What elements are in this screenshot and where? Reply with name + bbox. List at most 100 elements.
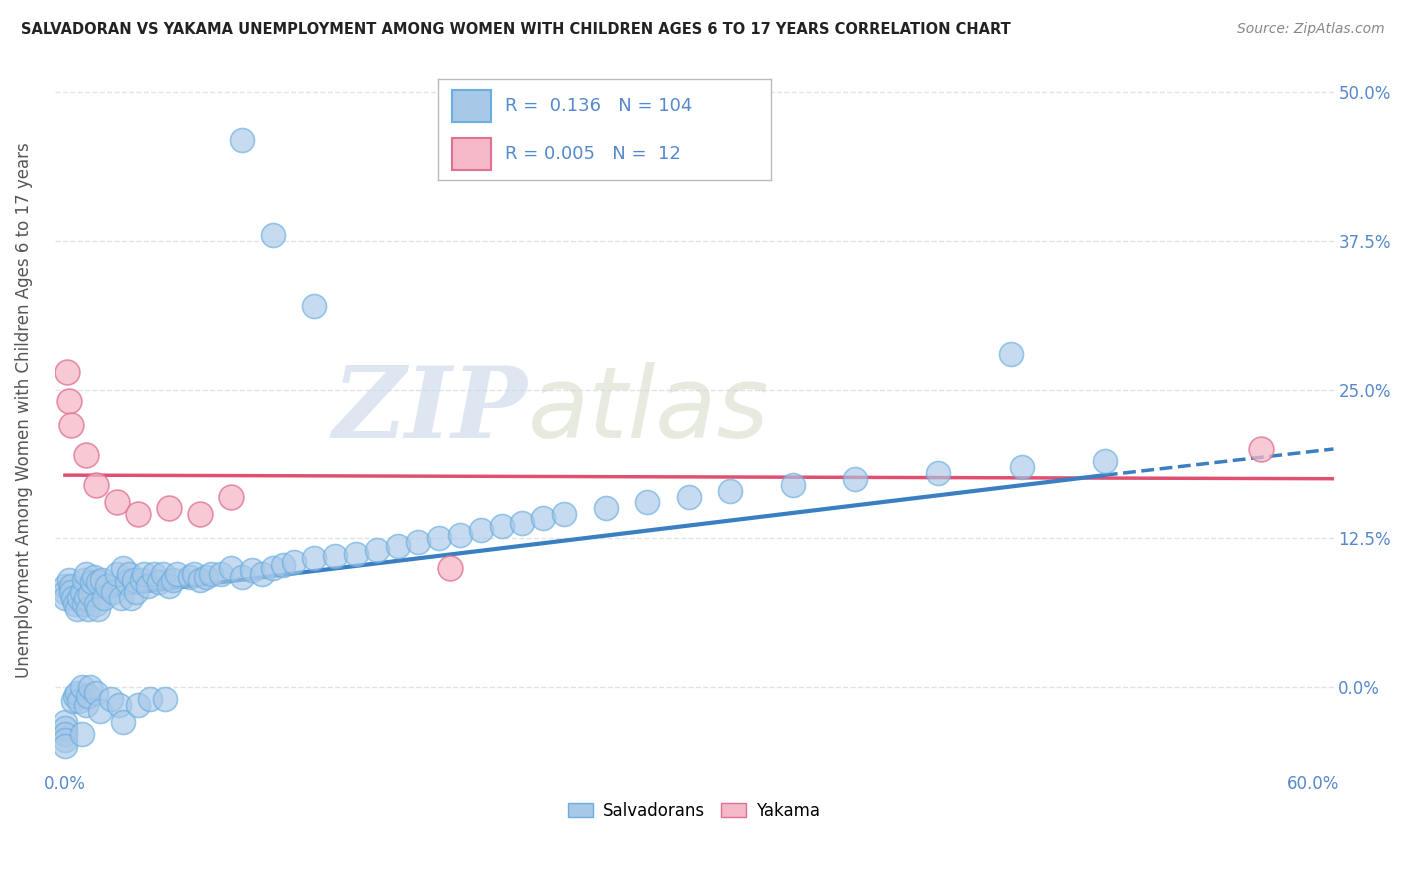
Point: [408, 534, 430, 549]
Point: [58, 394, 80, 409]
Point: [166, 566, 188, 581]
Point: [96, 579, 118, 593]
Point: [69, 694, 91, 708]
Point: [271, 558, 294, 573]
Point: [56, 365, 79, 379]
Text: SALVADORAN VS YAKAMA UNEMPLOYMENT AMONG WOMEN WITH CHILDREN AGES 6 TO 17 YEARS C: SALVADORAN VS YAKAMA UNEMPLOYMENT AMONG …: [21, 22, 1011, 37]
Point: [136, 579, 159, 593]
Point: [105, 495, 128, 509]
Point: [65, 597, 87, 611]
Point: [491, 519, 513, 533]
Y-axis label: Unemployment Among Women with Children Ages 6 to 17 years: Unemployment Among Women with Children A…: [15, 143, 32, 678]
Point: [84, 686, 107, 700]
Point: [53, 722, 76, 736]
Point: [62, 591, 84, 605]
Point: [53, 715, 76, 730]
Point: [678, 490, 700, 504]
Legend: Salvadorans, Yakama: Salvadorans, Yakama: [561, 795, 827, 826]
Point: [69, 591, 91, 605]
Point: [221, 490, 243, 504]
Point: [87, 575, 110, 590]
Point: [118, 566, 141, 581]
Point: [188, 508, 211, 522]
Point: [70, 584, 93, 599]
Text: atlas: atlas: [527, 362, 769, 458]
Point: [512, 516, 534, 530]
Point: [84, 477, 107, 491]
Point: [75, 448, 97, 462]
Point: [66, 686, 89, 700]
Point: [531, 511, 554, 525]
Point: [231, 133, 253, 147]
Point: [70, 680, 93, 694]
Point: [110, 591, 132, 605]
Point: [89, 704, 111, 718]
Point: [344, 547, 367, 561]
Point: [62, 694, 84, 708]
Point: [132, 566, 155, 581]
Point: [718, 483, 741, 498]
Point: [53, 591, 76, 605]
Point: [105, 566, 128, 581]
Point: [53, 579, 76, 593]
Point: [60, 418, 83, 433]
Point: [188, 573, 211, 587]
Point: [1094, 454, 1116, 468]
Point: [60, 584, 83, 599]
Point: [60, 579, 83, 593]
Point: [183, 566, 205, 581]
Point: [79, 587, 101, 601]
Point: [101, 584, 124, 599]
Point: [75, 591, 97, 605]
Point: [209, 566, 232, 581]
Point: [122, 573, 145, 587]
Point: [124, 584, 146, 599]
Point: [148, 575, 170, 590]
Point: [262, 227, 284, 242]
Point: [200, 566, 222, 581]
Point: [139, 691, 162, 706]
Point: [470, 523, 492, 537]
Point: [366, 543, 388, 558]
Point: [304, 299, 326, 313]
Point: [152, 566, 174, 581]
Point: [112, 561, 135, 575]
Point: [553, 508, 575, 522]
Point: [1011, 459, 1033, 474]
Point: [100, 691, 122, 706]
Point: [636, 495, 658, 509]
Point: [53, 584, 76, 599]
Point: [427, 531, 450, 545]
Point: [782, 477, 804, 491]
Point: [231, 570, 253, 584]
Point: [153, 691, 176, 706]
Point: [72, 573, 94, 587]
Point: [304, 551, 326, 566]
Point: [1250, 442, 1272, 456]
Point: [283, 555, 305, 569]
Point: [195, 570, 218, 584]
Point: [70, 727, 93, 741]
Point: [162, 573, 184, 587]
Point: [66, 602, 89, 616]
Point: [127, 508, 149, 522]
Point: [143, 566, 166, 581]
Text: ZIP: ZIP: [333, 362, 527, 458]
Point: [844, 472, 866, 486]
Point: [157, 501, 180, 516]
Point: [72, 597, 94, 611]
Point: [179, 570, 201, 584]
Point: [927, 466, 949, 480]
Point: [240, 563, 263, 577]
Point: [387, 540, 409, 554]
Point: [79, 680, 101, 694]
Point: [127, 698, 149, 712]
Point: [108, 698, 131, 712]
Point: [53, 733, 76, 747]
Point: [252, 566, 274, 581]
Point: [53, 727, 76, 741]
Point: [75, 698, 97, 712]
Point: [58, 573, 80, 587]
Point: [131, 573, 153, 587]
Point: [80, 575, 103, 590]
